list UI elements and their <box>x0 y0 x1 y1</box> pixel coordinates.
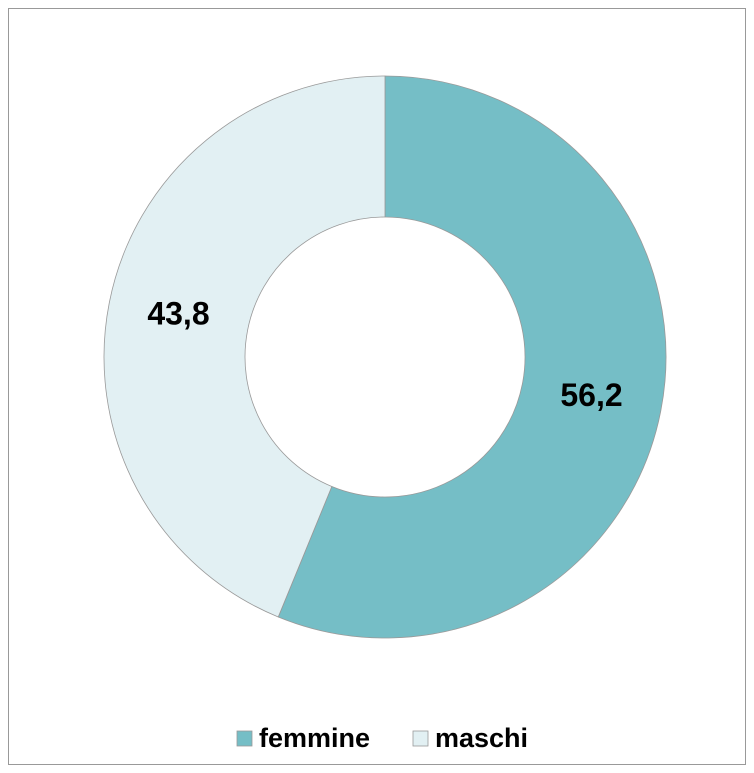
donut-segment <box>103 75 386 618</box>
data-label: 43,8 <box>147 296 209 332</box>
legend-swatch <box>236 730 253 747</box>
data-label: 56,2 <box>560 377 622 413</box>
legend-label: femmine <box>259 723 370 753</box>
legend-swatch <box>412 730 429 747</box>
donut-segment <box>277 75 667 639</box>
legend-label: maschi <box>435 723 528 753</box>
